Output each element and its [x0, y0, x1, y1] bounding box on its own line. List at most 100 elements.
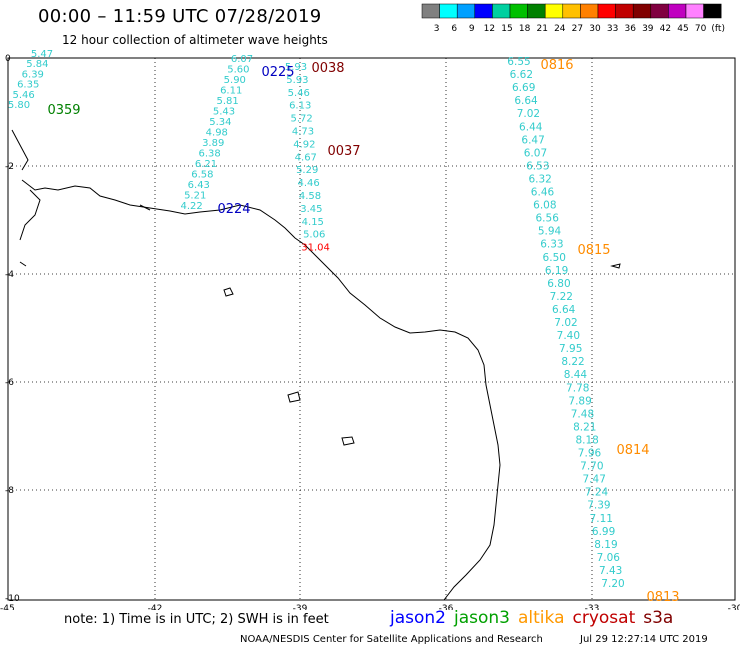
y-tick-label: -10	[5, 594, 20, 604]
legend-item: s3a	[643, 608, 674, 628]
scale-label: 42	[660, 24, 671, 34]
scale-label: 3	[434, 24, 440, 34]
wave-height-value: 7.89	[568, 395, 591, 407]
wave-height-value: 6.64	[514, 95, 538, 107]
wave-height-value: 3.89	[202, 138, 224, 149]
wave-height-value: 3.45	[300, 204, 322, 215]
legend-item: jason2	[390, 608, 446, 628]
scale-label: 30	[589, 24, 601, 34]
wave-height-value: 7.95	[559, 343, 582, 355]
wave-height-value: 7.78	[566, 382, 589, 394]
wave-height-value: 5.46	[12, 90, 34, 101]
coastline	[21, 179, 501, 601]
island-2	[287, 391, 301, 403]
legend-item: jason3	[454, 608, 510, 628]
y-tick-label: -8	[5, 486, 14, 496]
scale-label: (ft)	[711, 24, 725, 34]
wave-height-value: 5.60	[227, 65, 249, 76]
wave-height-value: 6.38	[198, 149, 220, 160]
satellite-legend: jason2 jason3 altika cryosat s3a	[390, 608, 681, 628]
grid-lines	[8, 58, 735, 600]
wave-height-value: 7.70	[580, 461, 603, 473]
wave-height-value: 4.22	[180, 201, 202, 212]
coast-fragments	[11, 129, 151, 267]
wave-height-value: 6.39	[22, 69, 44, 80]
x-tick-label: -36	[439, 604, 454, 610]
wave-height-value: 6.13	[289, 101, 311, 112]
wave-height-value: 7.40	[557, 330, 580, 342]
wave-height-value: 8.19	[594, 539, 617, 551]
chart-title: 00:00 – 11:59 UTC 07/28/2019	[38, 6, 322, 27]
credit-text: NOAA/NESDIS Center for Satellite Applica…	[240, 634, 543, 645]
wave-height-value: 6.07	[231, 54, 253, 65]
wave-height-value: 8.44	[564, 369, 588, 381]
map-frame	[7, 57, 736, 601]
scale-label: 9	[469, 24, 475, 34]
scale-label: 27	[572, 24, 583, 34]
wave-height-value: 8.21	[573, 421, 596, 433]
pass-time-label: 0813	[646, 590, 679, 605]
wave-height-value: 6.11	[220, 86, 242, 97]
scale-label: 6	[451, 24, 457, 34]
wave-height-value: 6.50	[543, 252, 566, 264]
wave-height-value: 4.15	[302, 217, 324, 228]
pass-time-label: 0815	[577, 243, 610, 258]
wave-height-value: 5.21	[184, 191, 206, 202]
wave-height-value: 31.04	[301, 243, 330, 254]
wave-height-value: 6.56	[536, 213, 560, 225]
wave-height-value: 6.53	[526, 160, 549, 172]
wave-height-value: 6.07	[524, 147, 547, 159]
scale-label: 45	[677, 24, 688, 34]
wave-height-value: 7.39	[587, 500, 610, 512]
x-tick-label: -42	[148, 604, 163, 610]
wave-height-value: 4.92	[293, 139, 315, 150]
scale-label: 36	[624, 24, 636, 34]
wave-height-value: 7.43	[599, 565, 622, 577]
altimeter-map: 5.475.846.396.355.465.806.075.605.906.11…	[0, 49, 740, 610]
pass-time-label: 0816	[540, 58, 573, 73]
wave-height-value: 5.46	[288, 88, 310, 99]
x-tick-label: -30	[728, 604, 740, 610]
wave-height-value: 6.58	[191, 170, 213, 181]
wave-height-value: 5.06	[303, 230, 325, 241]
scale-label: 15	[501, 24, 512, 34]
x-tick-label: -45	[0, 604, 15, 610]
wave-height-value: 7.06	[597, 552, 621, 564]
pass-time-label: 0037	[327, 144, 360, 159]
scale-label: 70	[695, 24, 707, 34]
pass-time-label: 0359	[47, 103, 80, 118]
scale-label: 39	[642, 24, 654, 34]
wave-height-value: 7.47	[583, 474, 606, 486]
wave-height-value: 6.64	[552, 304, 576, 316]
wave-height-value: 5.81	[216, 96, 238, 107]
wave-height-value: 7.11	[590, 513, 613, 525]
island-1	[223, 287, 234, 297]
wave-height-value: 8.22	[561, 356, 584, 368]
wave-height-value: 7.20	[601, 578, 624, 590]
wave-height-value: 6.46	[531, 187, 555, 199]
island-4	[610, 263, 621, 269]
wave-height-value: 4.98	[206, 128, 228, 139]
pass-time-label: 0814	[616, 443, 649, 458]
scale-label: 21	[536, 24, 547, 34]
wave-height-value: 6.69	[512, 82, 535, 94]
footer-note: note: 1) Time is in UTC; 2) SWH is in fe…	[64, 612, 329, 627]
pass-time-label: 0225	[261, 65, 294, 80]
wave-height-value: 5.84	[26, 59, 48, 70]
wave-height-value: 5.90	[224, 75, 246, 86]
pass-time-label: 0224	[217, 202, 250, 217]
y-tick-label: -6	[5, 378, 14, 388]
wave-height-value: 6.62	[510, 69, 533, 81]
scale-label: 33	[607, 24, 618, 34]
wave-height-value: 4.46	[297, 178, 319, 189]
wave-height-value: 8.18	[575, 434, 598, 446]
chart-subtitle: 12 hour collection of altimeter wave hei…	[62, 33, 328, 47]
wave-height-value: 6.43	[188, 180, 210, 191]
wave-height-value: 7.22	[550, 291, 573, 303]
wave-height-value: 4.67	[295, 152, 317, 163]
wave-height-value: 5.94	[538, 226, 562, 238]
legend-item: cryosat	[572, 608, 636, 628]
y-tick-label: -4	[5, 270, 14, 280]
y-tick-label: 0	[5, 54, 11, 64]
wave-height-value: 6.35	[17, 80, 39, 91]
